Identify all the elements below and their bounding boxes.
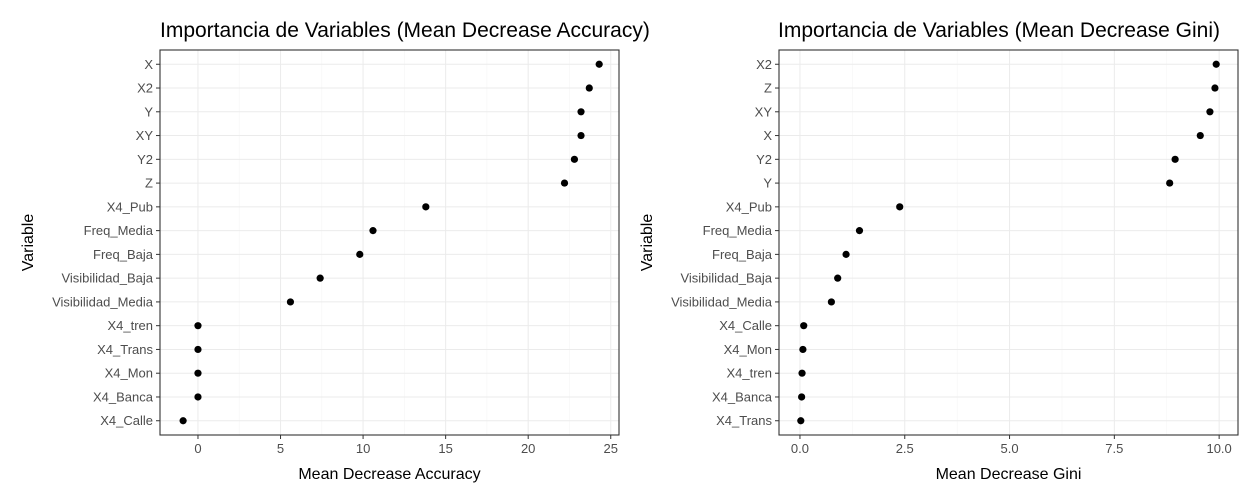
- y-tick-label: Z: [764, 81, 772, 96]
- data-point-X4_Pub: [896, 203, 904, 211]
- x-tick-label: 5: [277, 441, 284, 456]
- x-tick-label: 2.5: [896, 441, 914, 456]
- y-tick-label: X4_Mon: [724, 342, 772, 357]
- data-point-X: [595, 60, 603, 68]
- y-tick-label: X4_Calle: [100, 413, 153, 428]
- y-tick-label: X4_Pub: [107, 199, 153, 214]
- data-point-X4_Trans: [194, 345, 202, 354]
- panel-border: [159, 49, 620, 436]
- y-tick-label: Y2: [756, 152, 772, 167]
- data-point-Freq_Baja: [842, 250, 850, 258]
- y-tick-label: Freq_Media: [84, 223, 154, 238]
- data-point-Z: [1211, 84, 1219, 92]
- y-tick-label: X: [763, 128, 772, 143]
- y-tick-label: Visibilidad_Baja: [61, 271, 153, 286]
- y-tick-label: Freq_Baja: [93, 247, 154, 262]
- y-tick-label: Y: [144, 104, 153, 119]
- x-tick-label: 25: [604, 441, 618, 456]
- data-point-X4_Mon: [799, 345, 807, 354]
- y-tick-label: X4_Trans: [97, 342, 153, 357]
- data-point-X4_Trans: [797, 417, 805, 425]
- data-point-Freq_Baja: [356, 250, 364, 258]
- y-tick-label: XY: [136, 128, 154, 143]
- y-tick-label: X4_Trans: [716, 413, 772, 428]
- y-tick-label: Visibilidad_Media: [671, 294, 773, 309]
- panel-border: [778, 49, 1239, 436]
- y-tick-label: Z: [145, 176, 153, 191]
- data-point-Y2: [1171, 155, 1179, 163]
- data-point-Y2: [570, 155, 579, 163]
- y-tick-label: X4_tren: [107, 318, 153, 333]
- x-axis-title: Mean Decrease Accuracy: [298, 466, 480, 483]
- data-point-X4_Calle: [179, 417, 187, 425]
- data-point-Freq_Media: [855, 227, 864, 235]
- data-point-X2: [585, 84, 593, 92]
- x-tick-label: 20: [521, 441, 535, 456]
- y-tick-label: X4_Banca: [712, 389, 773, 404]
- data-point-Visibilidad_Media: [286, 298, 295, 306]
- y-tick-label: X: [144, 57, 153, 72]
- chart-title: Importancia de Variables (Mean Decrease …: [160, 19, 650, 42]
- data-point-X4_Pub: [422, 203, 430, 211]
- chart-title: Importancia de Variables (Mean Decrease …: [778, 19, 1220, 42]
- data-point-X: [1196, 131, 1204, 140]
- y-tick-label: Visibilidad_Baja: [680, 271, 772, 286]
- y-axis-title: Variable: [639, 214, 656, 272]
- y-tick-label: Y: [763, 176, 772, 191]
- y-tick-label: X4_tren: [726, 366, 772, 381]
- y-tick-label: Freq_Baja: [712, 247, 773, 262]
- data-point-X4_tren: [194, 322, 202, 330]
- data-point-Y: [1166, 179, 1174, 187]
- data-point-Visibilidad_Baja: [316, 274, 324, 282]
- x-tick-label: 0: [194, 441, 201, 456]
- data-point-Freq_Media: [369, 227, 377, 235]
- y-tick-label: XY: [755, 104, 773, 119]
- data-point-Y: [577, 108, 585, 116]
- x-tick-label: 15: [438, 441, 452, 456]
- y-tick-label: X4_Mon: [105, 366, 153, 381]
- x-axis-title: Mean Decrease Gini: [936, 466, 1082, 483]
- data-point-X4_Banca: [194, 393, 202, 401]
- data-point-XY: [577, 131, 585, 140]
- y-tick-label: Y2: [137, 152, 153, 167]
- data-point-X4_Banca: [798, 393, 806, 401]
- data-point-Z: [560, 179, 569, 187]
- y-tick-label: X4_Pub: [726, 199, 772, 214]
- y-tick-label: Freq_Media: [703, 223, 773, 238]
- x-tick-label: 0.0: [791, 441, 809, 456]
- y-tick-label: X2: [137, 81, 153, 96]
- x-tick-label: 10.0: [1206, 441, 1231, 456]
- data-point-Visibilidad_Media: [827, 298, 835, 306]
- y-tick-label: X4_Calle: [719, 318, 772, 333]
- data-point-X4_tren: [798, 369, 806, 377]
- y-tick-label: X4_Banca: [93, 389, 154, 404]
- data-point-X2: [1212, 60, 1220, 68]
- y-tick-label: Visibilidad_Media: [52, 294, 154, 309]
- x-tick-label: 7.5: [1105, 441, 1123, 456]
- y-axis-title: Variable: [20, 214, 37, 272]
- chart-panel-1: X X2 Y XY Y2 Z X4_Pub Freq_Media Freq_Baja Visibi…: [20, 19, 650, 483]
- data-point-X4_Calle: [800, 322, 808, 330]
- y-tick-label: X2: [756, 57, 772, 72]
- chart-panel-2: X2 Z XY X Y2 Y X4_Pub Freq_Media Freq_Baja Visibi…: [639, 19, 1239, 483]
- data-point-X4_Mon: [194, 369, 202, 377]
- data-point-Visibilidad_Baja: [834, 274, 842, 282]
- data-point-XY: [1206, 108, 1214, 116]
- x-tick-label: 10: [356, 441, 370, 456]
- x-tick-label: 5.0: [1001, 441, 1019, 456]
